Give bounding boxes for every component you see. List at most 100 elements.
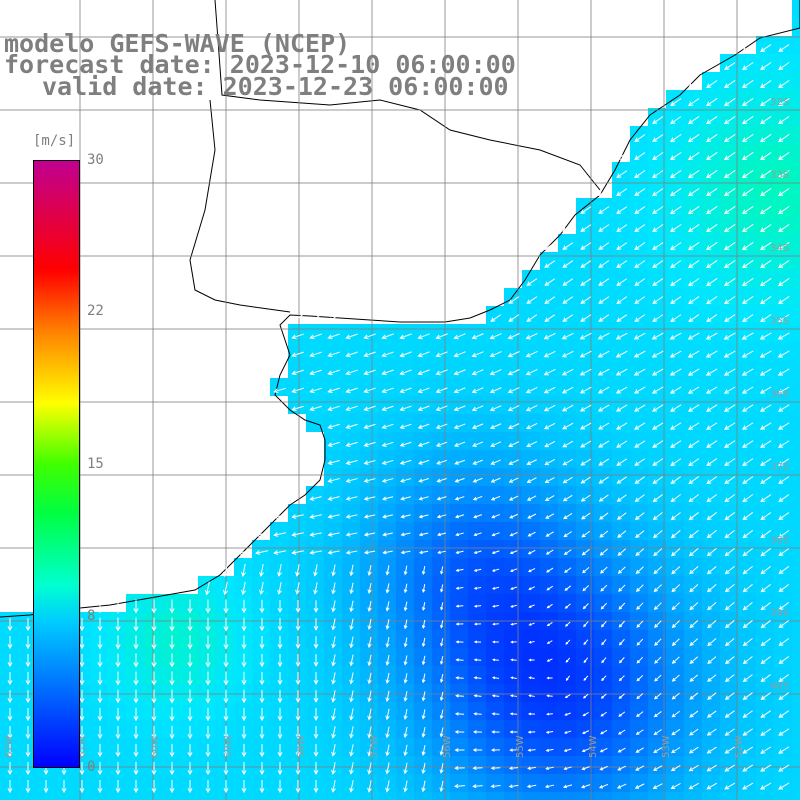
wind-speed-cell	[702, 90, 720, 108]
wind-arrow	[259, 653, 265, 668]
wind-speed-cell	[288, 558, 306, 576]
wind-arrow	[670, 260, 682, 269]
wind-arrow	[421, 637, 426, 648]
wind-arrow	[724, 529, 735, 539]
wind-speed-cell	[252, 576, 270, 594]
wind-speed-cell	[234, 792, 252, 800]
wind-arrow	[741, 350, 754, 358]
wind-arrow	[654, 656, 662, 664]
wind-arrow	[313, 690, 319, 703]
wind-arrow	[742, 512, 754, 521]
wind-speed-cell	[792, 360, 800, 378]
wind-arrow	[634, 206, 646, 215]
wind-speed-cell	[378, 666, 396, 684]
wind-speed-cell	[18, 720, 36, 738]
wind-arrow	[403, 726, 408, 739]
wind-speed-cell	[108, 666, 126, 684]
wind-speed-cell	[432, 522, 450, 540]
wind-arrow	[313, 636, 319, 649]
wind-arrow	[543, 368, 556, 376]
wind-speed-cell	[738, 558, 756, 576]
wind-speed-cell	[630, 774, 648, 792]
wind-arrow	[439, 709, 444, 720]
wind-arrow	[492, 658, 499, 662]
wind-speed-cell	[666, 630, 684, 648]
wind-arrow	[760, 710, 772, 718]
wind-arrow	[777, 116, 790, 125]
wind-arrow	[367, 762, 372, 775]
wind-arrow	[403, 637, 408, 648]
wind-speed-cell	[342, 324, 360, 342]
wind-arrow	[582, 730, 590, 735]
wind-speed-cell	[576, 360, 594, 378]
wind-arrow	[634, 188, 646, 197]
wind-arrow	[187, 761, 193, 776]
wind-speed-cell	[468, 702, 486, 720]
wind-speed-cell	[756, 558, 774, 576]
wind-arrow	[706, 80, 718, 89]
wind-speed-cell	[594, 288, 612, 306]
wind-arrow	[367, 600, 372, 613]
wind-speed-cell	[414, 576, 432, 594]
wind-speed-cell	[450, 342, 468, 360]
wind-speed-cell	[306, 702, 324, 720]
wind-speed-cell	[756, 288, 774, 306]
wind-speed-cell	[486, 306, 504, 324]
wind-arrow	[759, 224, 772, 233]
wind-speed-cell	[324, 684, 342, 702]
wind-speed-cell	[720, 414, 738, 432]
wind-speed-cell	[522, 360, 540, 378]
wind-arrow	[454, 459, 465, 465]
wind-arrow	[759, 206, 772, 215]
wind-arrow	[525, 423, 538, 430]
wind-arrow	[706, 565, 717, 575]
wind-arrow	[634, 783, 645, 789]
wind-arrow	[582, 585, 590, 592]
wind-arrow	[635, 566, 644, 575]
wind-arrow	[417, 423, 430, 430]
wind-speed-cell	[342, 432, 360, 450]
wind-speed-cell	[234, 684, 252, 702]
longitude-label: 58W	[296, 735, 307, 758]
wind-speed-cell	[522, 432, 540, 450]
wind-arrow	[473, 514, 483, 519]
wind-speed-cell	[414, 684, 432, 702]
wind-speed-cell	[324, 738, 342, 756]
wind-arrow	[454, 748, 465, 752]
wind-arrow	[187, 635, 193, 650]
wind-arrow	[367, 636, 372, 649]
wind-speed-cell	[324, 558, 342, 576]
wind-arrow	[742, 692, 753, 700]
wind-arrow	[345, 441, 358, 448]
wind-speed-cell	[774, 306, 792, 324]
wind-arrow	[421, 780, 426, 793]
wind-arrow	[367, 780, 372, 793]
wind-arrow	[421, 673, 426, 684]
wind-arrow	[724, 494, 736, 503]
wind-arrow	[777, 260, 790, 269]
wind-arrow	[381, 405, 394, 412]
wind-arrow	[439, 691, 444, 702]
wind-speed-cell	[558, 234, 576, 252]
wind-arrow	[652, 530, 663, 539]
wind-arrow	[435, 333, 448, 340]
wind-arrow	[778, 584, 790, 593]
wind-arrow	[345, 351, 358, 358]
wind-arrow	[564, 712, 571, 716]
wind-speed-cell	[774, 540, 792, 558]
wind-speed-cell	[576, 630, 594, 648]
wind-speed-cell	[342, 792, 360, 800]
wind-speed-cell	[396, 594, 414, 612]
wind-arrow	[724, 782, 736, 790]
wind-arrow	[669, 206, 682, 215]
longitude-label: 62W	[4, 735, 15, 758]
wind-speed-cell	[360, 540, 378, 558]
wind-speed-cell	[756, 342, 774, 360]
wind-arrow	[741, 116, 754, 125]
wind-speed-cell	[558, 702, 576, 720]
wind-speed-cell	[594, 738, 612, 756]
latitude-label: 36S	[770, 389, 789, 400]
wind-arrow	[223, 743, 229, 758]
wind-arrow	[724, 583, 735, 593]
